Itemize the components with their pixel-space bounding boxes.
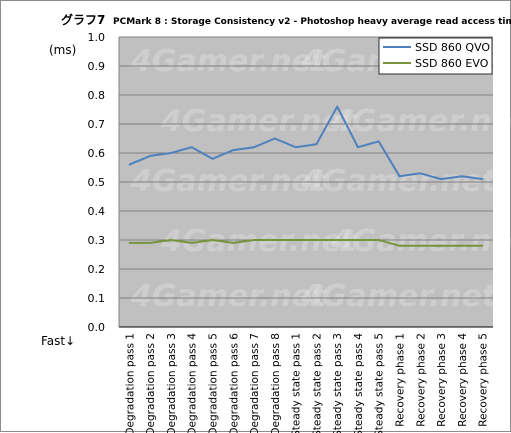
chart-title: PCMark 8 : Storage Consistency v2 - Phot… — [113, 17, 511, 27]
data-point — [315, 239, 318, 241]
data-point — [253, 239, 255, 241]
x-tick-label: Degradation pass 2 — [145, 333, 157, 433]
data-point — [481, 178, 484, 180]
watermark-text: 4Gamer.net — [160, 224, 358, 259]
legend-label-evo: SSD 860 EVO — [415, 57, 489, 70]
series-line-0 — [129, 105, 483, 181]
data-point — [419, 245, 422, 247]
y-tick-label: 0.0 — [88, 321, 106, 334]
legend: SSD 860 QVO SSD 860 EVO — [378, 37, 493, 75]
x-tick-label: Degradation pass 8 — [270, 333, 282, 433]
x-tick-label: Recovery phase 5 — [478, 333, 490, 427]
data-point — [315, 143, 318, 146]
data-point — [357, 146, 359, 148]
watermark-text: 4Gamer.net — [130, 44, 328, 79]
data-point — [419, 172, 422, 175]
y-tick-label: 0.1 — [88, 292, 106, 305]
data-point — [232, 242, 235, 244]
y-tick-labels: 1.0 0.9 0.8 0.7 0.6 0.5 0.4 0.3 0.2 0.1 0.0 — [88, 31, 106, 334]
data-point — [211, 239, 214, 241]
x-tick-label: Recovery phase 2 — [415, 333, 427, 427]
data-point — [128, 163, 131, 166]
y-tick-label: 0.5 — [88, 176, 106, 189]
data-point — [294, 146, 297, 148]
y-tick-label: 0.6 — [88, 147, 106, 160]
watermark-text: 4Gamer.net — [330, 104, 511, 139]
x-tick-label: Steady state pass 4 — [353, 333, 365, 433]
data-point — [461, 245, 463, 247]
x-tick-label: Steady state pass 5 — [374, 333, 386, 433]
x-tick-label: Degradation pass 7 — [249, 333, 261, 433]
data-point — [481, 245, 484, 247]
watermark-text: 4Gamer.net — [160, 104, 358, 139]
x-tick-label: Degradation pass 1 — [124, 333, 136, 433]
legend-box — [378, 37, 493, 75]
data-point — [377, 140, 380, 143]
legend-label-qvo: SSD 860 QVO — [415, 41, 490, 54]
x-tick-label: Steady state pass 3 — [332, 333, 344, 433]
x-tick-label: Recovery phase 1 — [395, 333, 407, 427]
data-point — [170, 152, 172, 154]
watermark-text: 4Gamer.net — [300, 279, 498, 314]
data-point — [336, 105, 338, 108]
data-point — [190, 242, 193, 244]
watermark-text: 4Gamer.net — [130, 279, 328, 314]
fast-annotation: Fast↓ — [41, 334, 75, 348]
figure-label: グラフ7 — [61, 12, 105, 27]
y-tick-label: 1.0 — [88, 31, 106, 44]
data-point — [149, 242, 151, 244]
data-point — [128, 242, 131, 244]
y-tick-label: 0.9 — [88, 60, 106, 73]
x-tick-label: Degradation pass 3 — [166, 333, 178, 433]
data-point — [440, 178, 442, 180]
data-point — [357, 239, 359, 241]
data-point — [232, 149, 235, 151]
x-tick-label: Recovery phase 3 — [436, 333, 448, 427]
data-point — [211, 158, 214, 160]
data-point — [440, 245, 442, 247]
y-tick-label: 0.4 — [88, 205, 106, 218]
data-point — [190, 146, 193, 148]
data-point — [274, 137, 276, 140]
x-tick-labels: Degradation pass 1 Degradation pass 2 Degr… — [124, 333, 489, 433]
x-tick-label: Steady state pass 1 — [291, 333, 303, 433]
y-tick-label: 0.8 — [88, 89, 106, 102]
data-point — [170, 239, 172, 241]
x-tick-label: Degradation pass 6 — [228, 333, 240, 433]
y-tick-label: 0.3 — [88, 234, 106, 247]
x-tick-label: Steady state pass 2 — [311, 333, 323, 433]
x-tick-label: Recovery phase 4 — [457, 333, 469, 427]
data-point — [398, 175, 401, 177]
data-point — [274, 239, 276, 241]
data-point — [336, 239, 338, 241]
watermark-text: 4Gamer.net — [330, 224, 511, 259]
x-tick-label: Degradation pass 4 — [187, 333, 199, 433]
data-point — [294, 239, 297, 241]
y-tick-label: 0.2 — [88, 263, 106, 276]
data-point — [461, 175, 463, 177]
series-line-1 — [129, 239, 483, 247]
data-point — [149, 155, 151, 157]
data-point — [377, 239, 380, 241]
y-axis-label: (ms) — [49, 43, 76, 57]
x-tick-label: Degradation pass 5 — [208, 333, 220, 433]
y-tick-label: 0.7 — [88, 118, 106, 131]
series-lines — [128, 105, 484, 247]
data-point — [253, 146, 255, 148]
data-point — [398, 245, 401, 247]
